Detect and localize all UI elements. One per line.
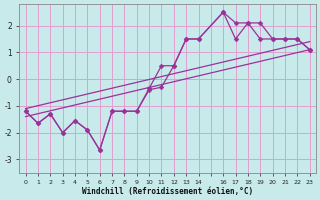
X-axis label: Windchill (Refroidissement éolien,°C): Windchill (Refroidissement éolien,°C) [82, 187, 253, 196]
